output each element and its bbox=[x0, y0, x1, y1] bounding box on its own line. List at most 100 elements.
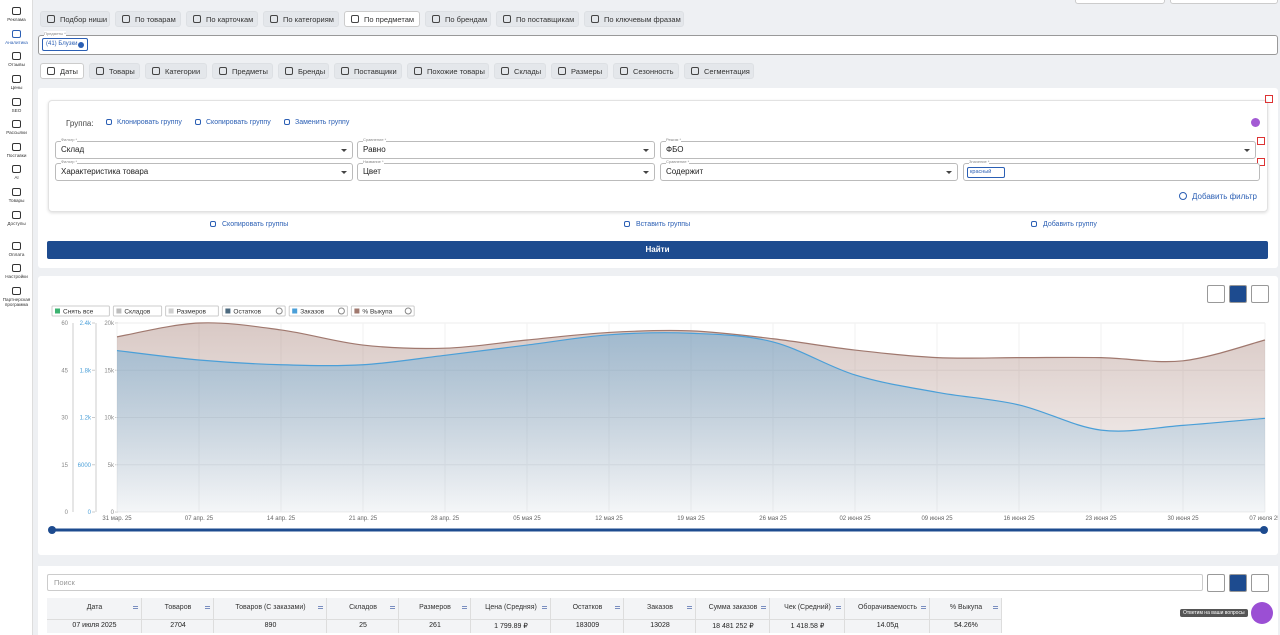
column-header[interactable]: Заказов bbox=[647, 604, 673, 611]
tab[interactable] bbox=[115, 11, 181, 27]
filter-icon[interactable] bbox=[318, 606, 323, 609]
column-header[interactable]: Складов bbox=[349, 604, 377, 611]
sidebar-item[interactable]: Доступы bbox=[7, 221, 26, 226]
tab-label[interactable]: По ключевым фразам bbox=[604, 15, 681, 24]
sidebar-item[interactable]: Поставки bbox=[6, 153, 27, 158]
move-icon[interactable] bbox=[1251, 118, 1260, 127]
tool-button[interactable] bbox=[1229, 574, 1247, 592]
tab[interactable] bbox=[263, 11, 339, 27]
tab-label[interactable]: Товары bbox=[109, 67, 135, 76]
select[interactable] bbox=[660, 163, 958, 181]
select[interactable] bbox=[55, 141, 353, 159]
filter-icon[interactable] bbox=[993, 606, 998, 609]
remove-icon[interactable] bbox=[1257, 137, 1265, 145]
tab-label[interactable]: Сегментация bbox=[704, 67, 750, 76]
filter-icon[interactable] bbox=[542, 606, 547, 609]
group-button[interactable]: Добавить группу bbox=[1043, 221, 1097, 228]
select[interactable] bbox=[963, 163, 1260, 181]
search-button-label[interactable]: Найти bbox=[645, 245, 670, 254]
group-button[interactable]: Вставить группы bbox=[636, 221, 691, 228]
sidebar-item[interactable]: Оплата bbox=[8, 252, 25, 257]
column-header[interactable]: Сумма заказов bbox=[708, 604, 758, 611]
column-header[interactable]: Товаров (С заказами) bbox=[235, 604, 306, 611]
tab[interactable] bbox=[344, 11, 420, 27]
tab[interactable] bbox=[212, 63, 273, 79]
search-input[interactable] bbox=[47, 574, 1203, 591]
filter-icon[interactable] bbox=[687, 606, 692, 609]
add-filter-icon[interactable] bbox=[1179, 192, 1187, 200]
slider-handle[interactable] bbox=[1260, 526, 1268, 534]
select[interactable] bbox=[357, 141, 655, 159]
slider-handle[interactable] bbox=[48, 526, 56, 534]
tab[interactable] bbox=[186, 11, 258, 27]
column-header[interactable]: Остатков bbox=[572, 604, 603, 611]
filter-icon[interactable] bbox=[133, 606, 138, 609]
sidebar-item[interactable]: Аналитика bbox=[5, 40, 28, 45]
tab[interactable] bbox=[425, 11, 491, 27]
filter-icon[interactable] bbox=[761, 606, 766, 609]
column-header[interactable]: Чек (Средний) bbox=[784, 604, 831, 611]
tab-label[interactable]: По карточкам bbox=[206, 15, 254, 24]
group-action[interactable]: Скопировать группу bbox=[206, 119, 271, 126]
sidebar-item[interactable]: AI bbox=[14, 175, 19, 180]
tab-label[interactable]: Похожие товары bbox=[427, 67, 485, 76]
tab-label[interactable]: По брендам bbox=[445, 15, 488, 24]
tab[interactable] bbox=[496, 11, 579, 27]
tab-label[interactable]: Размеры bbox=[571, 67, 603, 76]
tab[interactable] bbox=[584, 11, 684, 27]
sidebar-item[interactable]: Рассылки bbox=[6, 130, 27, 135]
sidebar-item[interactable]: Реклама bbox=[7, 17, 26, 22]
tab-label[interactable]: По поставщикам bbox=[516, 15, 575, 24]
filter-icon[interactable] bbox=[390, 606, 395, 609]
column-header[interactable]: Дата bbox=[86, 604, 103, 611]
tab[interactable] bbox=[40, 11, 110, 27]
legend-item[interactable] bbox=[165, 305, 219, 317]
tab-label[interactable]: Категории bbox=[165, 67, 201, 76]
tab-label[interactable]: По категориям bbox=[283, 15, 334, 24]
remove-icon[interactable] bbox=[1257, 158, 1265, 166]
tab-label[interactable]: Поставщики bbox=[354, 67, 397, 76]
chip-remove[interactable] bbox=[78, 42, 84, 48]
tab[interactable] bbox=[334, 63, 402, 79]
tab-label[interactable]: Подбор ниши bbox=[60, 15, 108, 24]
select[interactable] bbox=[357, 163, 655, 181]
header-box[interactable] bbox=[1170, 0, 1278, 4]
group-button[interactable]: Скопировать группы bbox=[222, 221, 289, 228]
group-action[interactable]: Клонировать группу bbox=[117, 119, 182, 126]
tool-button[interactable] bbox=[1229, 285, 1247, 303]
legend-item[interactable] bbox=[221, 305, 286, 317]
search-button[interactable] bbox=[47, 241, 1268, 259]
remove-icon[interactable] bbox=[1265, 95, 1273, 103]
sidebar-item[interactable]: Отзывы bbox=[8, 62, 25, 67]
filter-icon[interactable] bbox=[615, 606, 620, 609]
legend-item[interactable] bbox=[350, 305, 415, 317]
select[interactable] bbox=[55, 163, 353, 181]
filter-icon[interactable] bbox=[462, 606, 467, 609]
tab-label[interactable]: По товарам bbox=[135, 15, 176, 24]
tool-button[interactable] bbox=[1207, 285, 1225, 303]
legend-item[interactable] bbox=[288, 305, 348, 317]
header-box[interactable] bbox=[1075, 0, 1165, 4]
help-button[interactable] bbox=[1251, 602, 1273, 624]
column-header[interactable]: Размеров bbox=[419, 604, 451, 611]
column-header[interactable]: Товаров bbox=[164, 604, 192, 611]
column-header[interactable]: % Выкупа bbox=[949, 604, 983, 611]
legend-item[interactable] bbox=[51, 305, 110, 317]
sidebar-item[interactable]: Товары bbox=[8, 198, 25, 203]
filter-icon[interactable] bbox=[205, 606, 210, 609]
tab[interactable] bbox=[613, 63, 679, 79]
sidebar-item[interactable]: SEO bbox=[11, 108, 22, 113]
tab-label[interactable]: Даты bbox=[60, 67, 78, 76]
tab[interactable] bbox=[145, 63, 207, 79]
tab-label[interactable]: Склады bbox=[514, 67, 542, 76]
tool-button[interactable] bbox=[1207, 574, 1225, 592]
tab-label[interactable]: По предметам bbox=[364, 15, 415, 24]
tab[interactable] bbox=[407, 63, 489, 79]
sidebar-item[interactable]: Партнерская программа bbox=[2, 297, 31, 307]
tab-label[interactable]: Сезонность bbox=[633, 67, 674, 76]
tab-label[interactable]: Бренды bbox=[298, 67, 326, 76]
column-header[interactable]: Оборачиваемость bbox=[857, 604, 918, 611]
sidebar-item[interactable]: Цены bbox=[10, 85, 23, 90]
sidebar-item[interactable]: Настройки bbox=[5, 274, 28, 279]
tab-label[interactable]: Предметы bbox=[232, 67, 268, 76]
